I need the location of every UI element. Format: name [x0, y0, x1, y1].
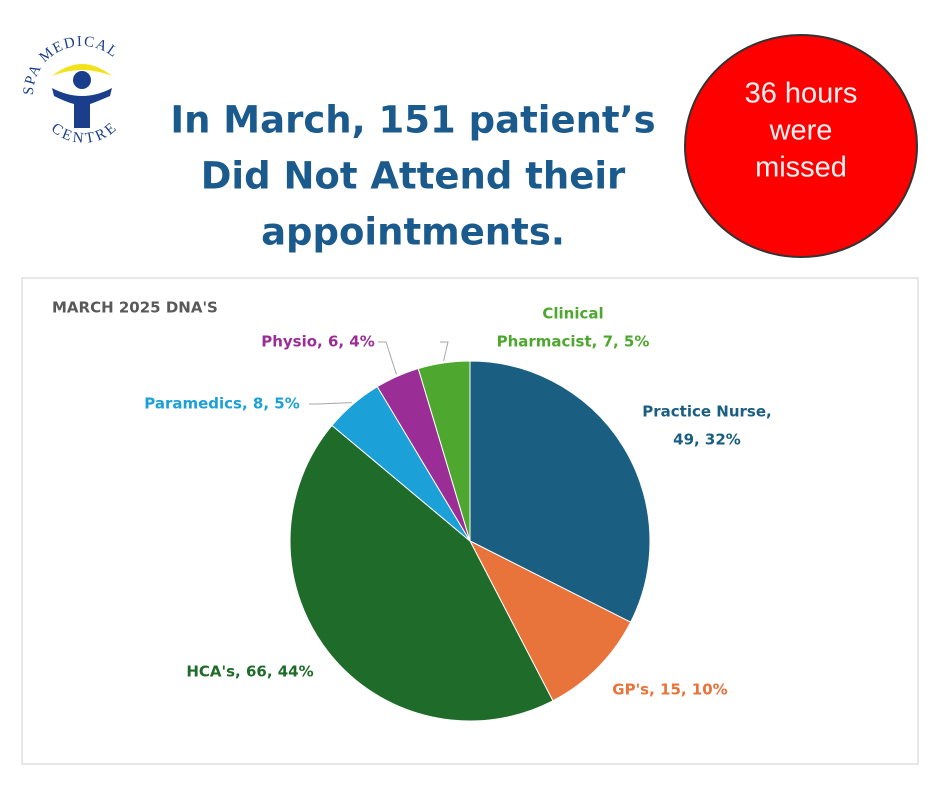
title-line: In March, 151 patient’s: [170, 99, 655, 142]
pie-slice: [289, 424, 554, 722]
badge: [684, 34, 918, 258]
data-label: Physio, 6, 4%: [261, 333, 375, 351]
badge-circle: [684, 34, 918, 258]
leader-line: [440, 341, 449, 362]
data-label: Practice Nurse,: [642, 403, 771, 421]
leader-line: [309, 402, 352, 405]
logo: SPA MEDICAL CENTRE: [21, 34, 122, 147]
logo-figure: [52, 88, 112, 128]
data-label: 49, 32%: [673, 431, 741, 449]
data-label: GP's, 15, 10%: [612, 681, 727, 699]
pie-slice: [469, 360, 651, 623]
title-line: Did Not Attend their: [201, 155, 626, 198]
leader-line: [378, 341, 397, 375]
data-label: HCA's, 66, 44%: [186, 663, 313, 681]
logo-top: SPA MEDICAL: [21, 34, 122, 96]
data-label: Clinical: [542, 305, 603, 323]
badge-line: were: [769, 115, 833, 147]
badge-line: 36 hours: [745, 78, 858, 110]
title-line: appointments.: [261, 211, 565, 254]
logo-arc: [52, 64, 112, 76]
chart-title: MARCH 2025 DNA'S: [52, 299, 218, 317]
badge-line: missed: [755, 152, 847, 184]
pie: Practice Nurse, 49, 32% GP's, 15, 10% HCA's…: [144, 305, 772, 722]
logo-top-text: SPA MEDICAL: [21, 34, 120, 96]
pie-slice: [417, 360, 471, 542]
data-label: Paramedics, 8, 5%: [144, 395, 299, 413]
data-label: Pharmacist, 7, 5%: [497, 333, 650, 351]
header: In March, 151 patient’s Did Not Attend th…: [170, 99, 655, 254]
logo-head: [73, 71, 91, 89]
pie-slice: [468, 539, 632, 702]
